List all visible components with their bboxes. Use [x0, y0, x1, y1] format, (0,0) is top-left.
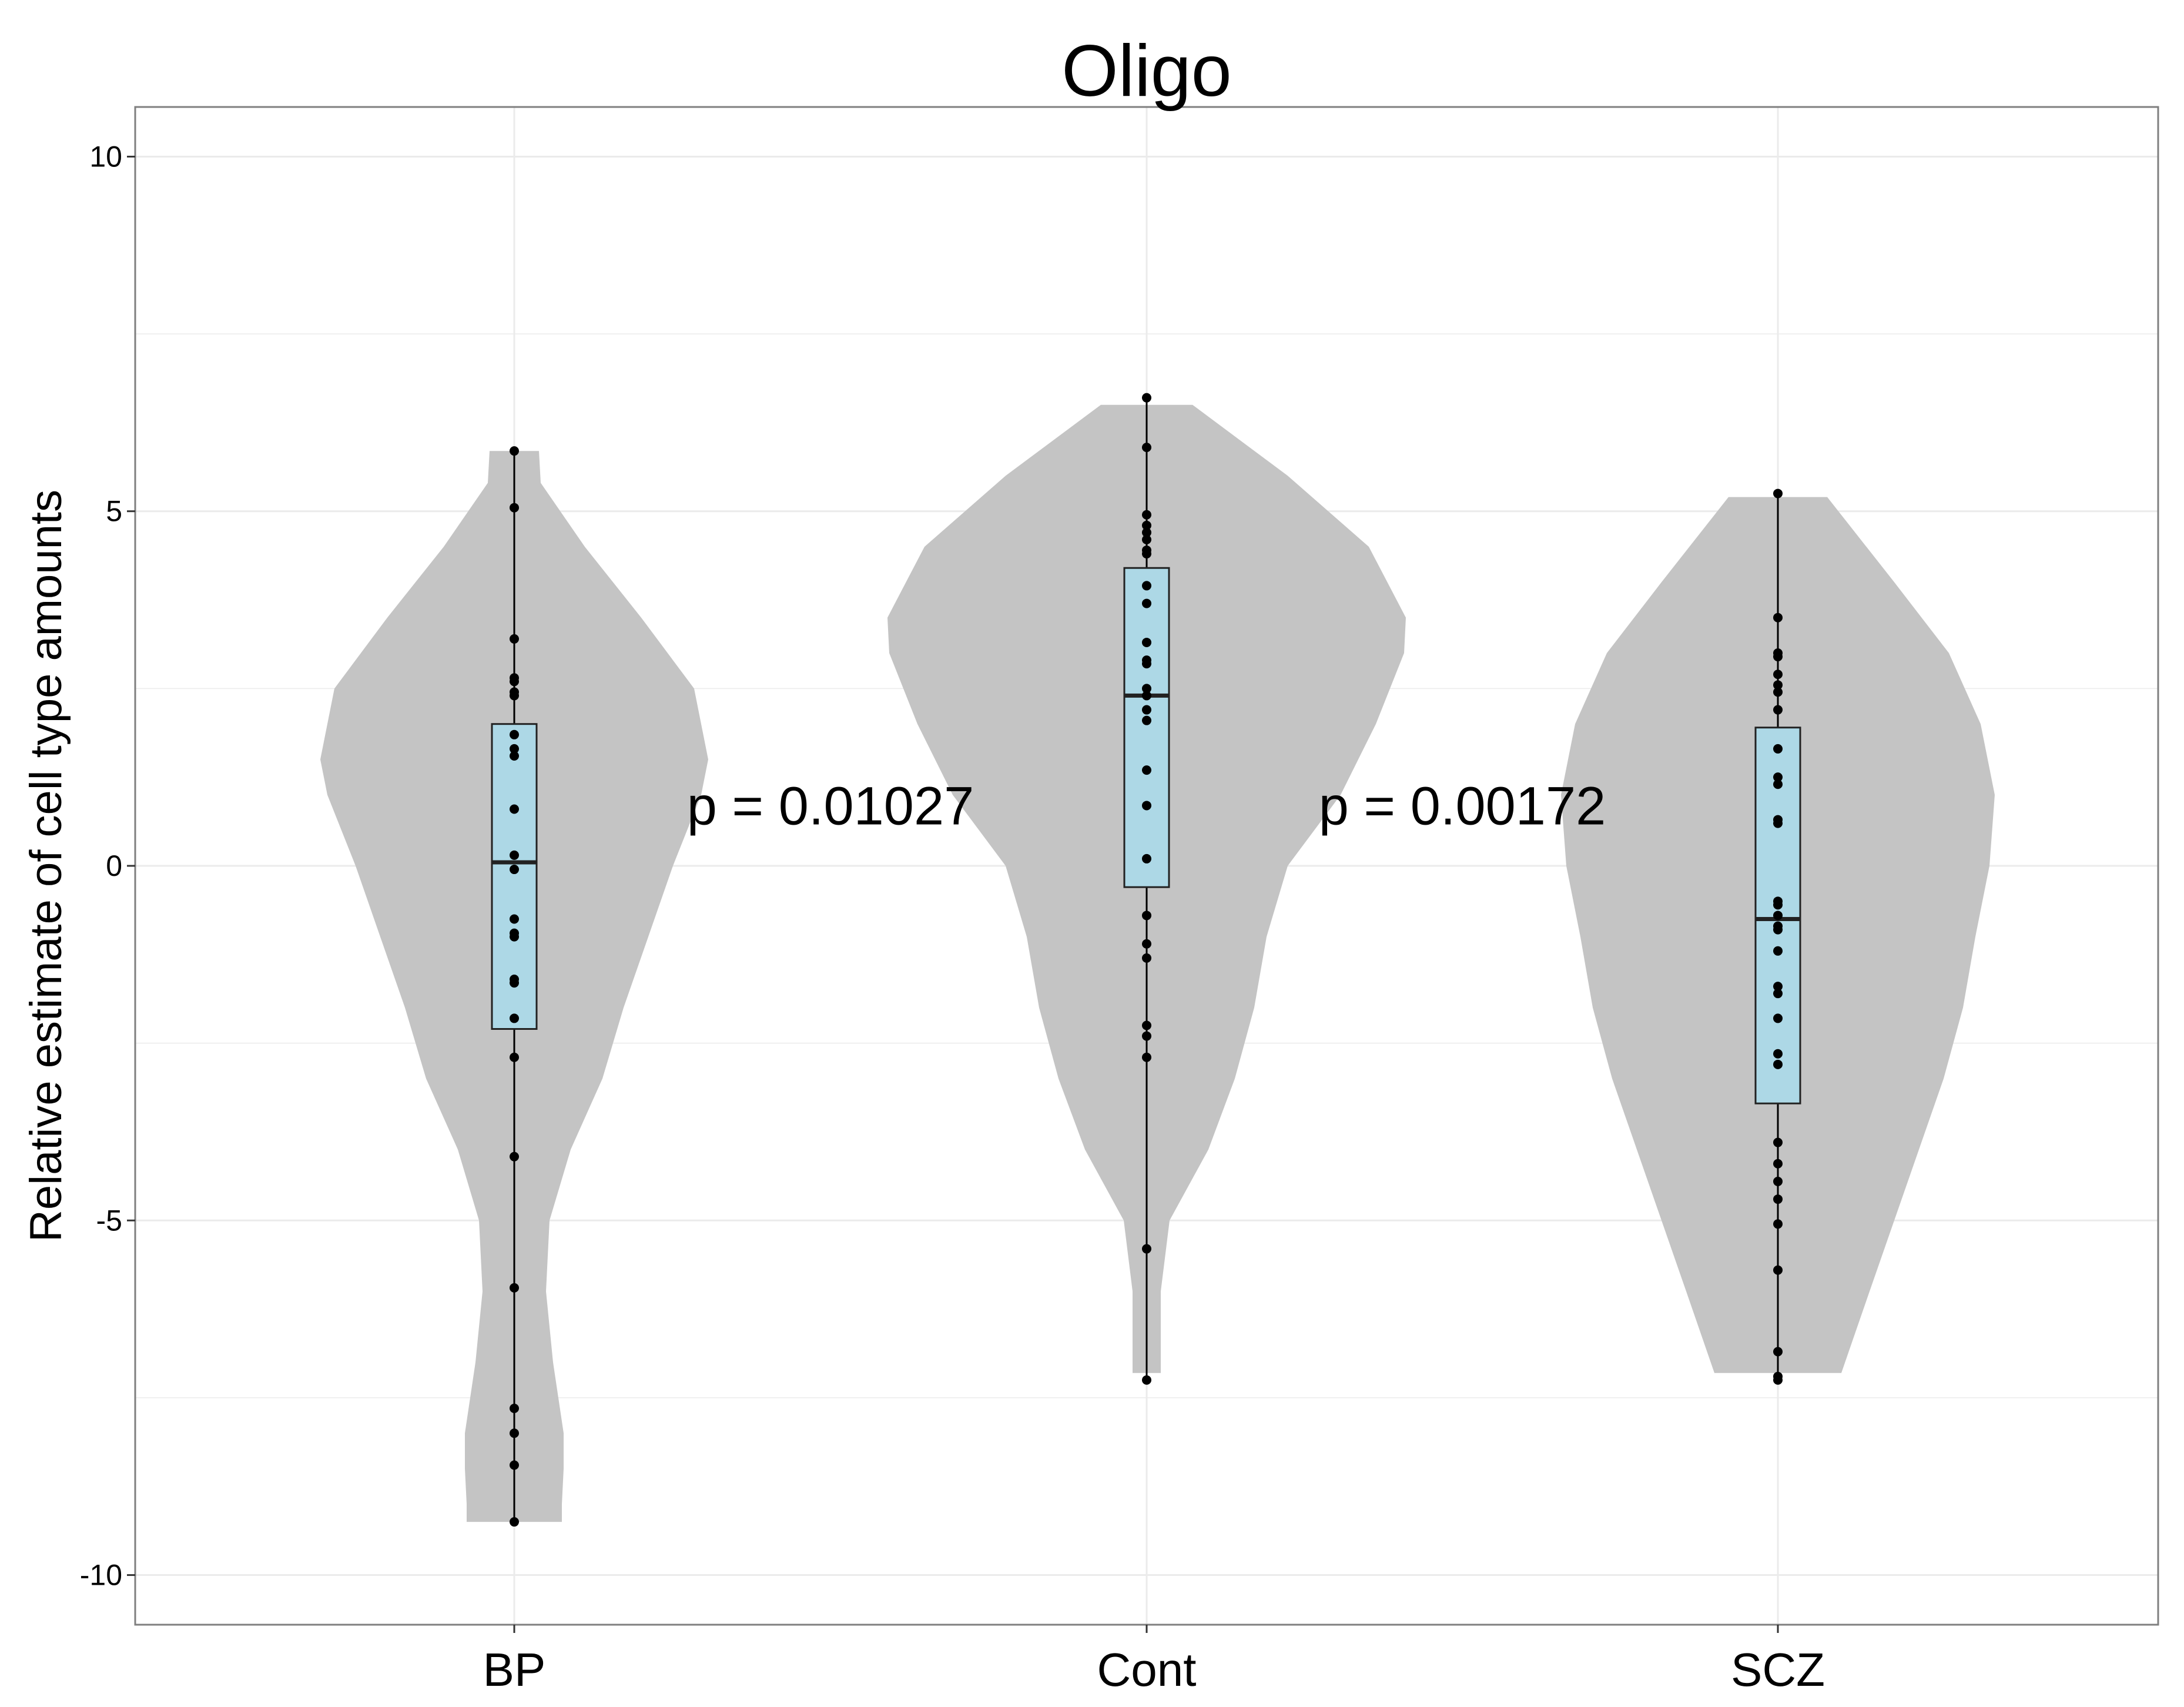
- data-point: [510, 978, 519, 988]
- data-point: [510, 446, 519, 456]
- y-tick-label: 0: [106, 849, 122, 882]
- data-point: [1142, 939, 1151, 949]
- data-point: [510, 677, 519, 687]
- x-tick-label: Cont: [1097, 1644, 1197, 1696]
- data-point: [1773, 900, 1783, 910]
- data-point: [1142, 581, 1151, 591]
- data-point: [510, 804, 519, 814]
- x-tick-label: BP: [483, 1644, 546, 1696]
- data-point: [1142, 659, 1151, 669]
- chart-title: Oligo: [1061, 31, 1231, 112]
- data-point: [1773, 989, 1783, 999]
- data-point: [510, 1517, 519, 1527]
- data-point: [510, 751, 519, 761]
- data-point: [1142, 534, 1151, 544]
- data-point: [1142, 1052, 1151, 1062]
- p-value-annotation: p = 0.01027: [687, 776, 974, 836]
- annotations: p = 0.01027 p = 0.00172: [687, 776, 1606, 836]
- data-point: [1142, 1031, 1151, 1041]
- data-point: [1142, 765, 1151, 775]
- data-point: [1142, 549, 1151, 559]
- data-point: [1773, 779, 1783, 789]
- data-point: [1142, 801, 1151, 811]
- box-cont: [1123, 567, 1170, 888]
- data-point: [1773, 925, 1783, 935]
- data-point: [1142, 598, 1151, 608]
- data-point: [1142, 527, 1151, 537]
- data-point: [1142, 691, 1151, 701]
- data-point: [510, 1013, 519, 1023]
- data-point: [1773, 612, 1783, 622]
- data-point: [1773, 1347, 1783, 1357]
- x-tick-label: SCZ: [1731, 1644, 1825, 1696]
- data-point: [1773, 488, 1783, 498]
- data-point: [1773, 680, 1783, 690]
- data-point: [1773, 818, 1783, 828]
- data-point: [1142, 705, 1151, 715]
- data-point: [1773, 1194, 1783, 1204]
- data-point: [1142, 510, 1151, 520]
- p-value-annotation: p = 0.00172: [1319, 776, 1606, 836]
- data-point: [1773, 982, 1783, 992]
- data-point: [1142, 393, 1151, 403]
- data-point: [1773, 1013, 1783, 1023]
- boxplots: [491, 397, 1801, 1522]
- data-point: [1773, 946, 1783, 956]
- data-point: [1142, 911, 1151, 921]
- data-point: [510, 503, 519, 513]
- data-point: [1773, 1159, 1783, 1169]
- y-axis-label: Relative estimate of cell type amounts: [21, 490, 71, 1242]
- data-point: [1773, 652, 1783, 662]
- data-point: [510, 691, 519, 701]
- data-point: [510, 865, 519, 875]
- data-point: [1142, 1244, 1151, 1254]
- data-point: [510, 634, 519, 644]
- data-point: [1773, 1375, 1783, 1385]
- data-point: [510, 729, 519, 739]
- data-point: [510, 932, 519, 942]
- data-point: [510, 850, 519, 860]
- y-tick-label: -5: [96, 1204, 122, 1237]
- data-point: [1142, 854, 1151, 863]
- data-point: [1773, 670, 1783, 680]
- data-point: [1773, 1049, 1783, 1059]
- data-point: [1773, 1265, 1783, 1275]
- data-point: [510, 1428, 519, 1438]
- data-point: [1142, 953, 1151, 963]
- data-point: [1773, 1059, 1783, 1069]
- box-bp: [491, 723, 538, 1030]
- data-point: [510, 744, 519, 754]
- data-point: [1142, 520, 1151, 530]
- data-point: [1773, 911, 1783, 921]
- data-point: [510, 1283, 519, 1293]
- x-axis: BP Cont SCZ: [483, 1625, 1825, 1696]
- data-point: [1773, 705, 1783, 715]
- data-point: [1142, 637, 1151, 647]
- data-point: [1142, 1020, 1151, 1030]
- y-tick-label: 5: [106, 495, 122, 528]
- data-points: [510, 393, 1783, 1527]
- data-point: [1773, 1219, 1783, 1229]
- data-point: [510, 1460, 519, 1470]
- y-axis: -10 -5 0 5 10: [80, 140, 135, 1592]
- data-point: [1142, 684, 1151, 694]
- data-point: [1142, 715, 1151, 725]
- y-tick-label: -10: [80, 1559, 122, 1592]
- data-point: [1773, 687, 1783, 697]
- data-point: [510, 1152, 519, 1162]
- data-point: [510, 1404, 519, 1414]
- y-tick-label: 10: [89, 140, 122, 173]
- data-point: [510, 1052, 519, 1062]
- data-point: [1773, 1176, 1783, 1186]
- data-point: [1142, 443, 1151, 453]
- data-point: [1773, 744, 1783, 754]
- data-point: [1142, 1375, 1151, 1385]
- data-point: [510, 914, 519, 924]
- data-point: [1773, 1137, 1783, 1147]
- data-point: [1773, 772, 1783, 782]
